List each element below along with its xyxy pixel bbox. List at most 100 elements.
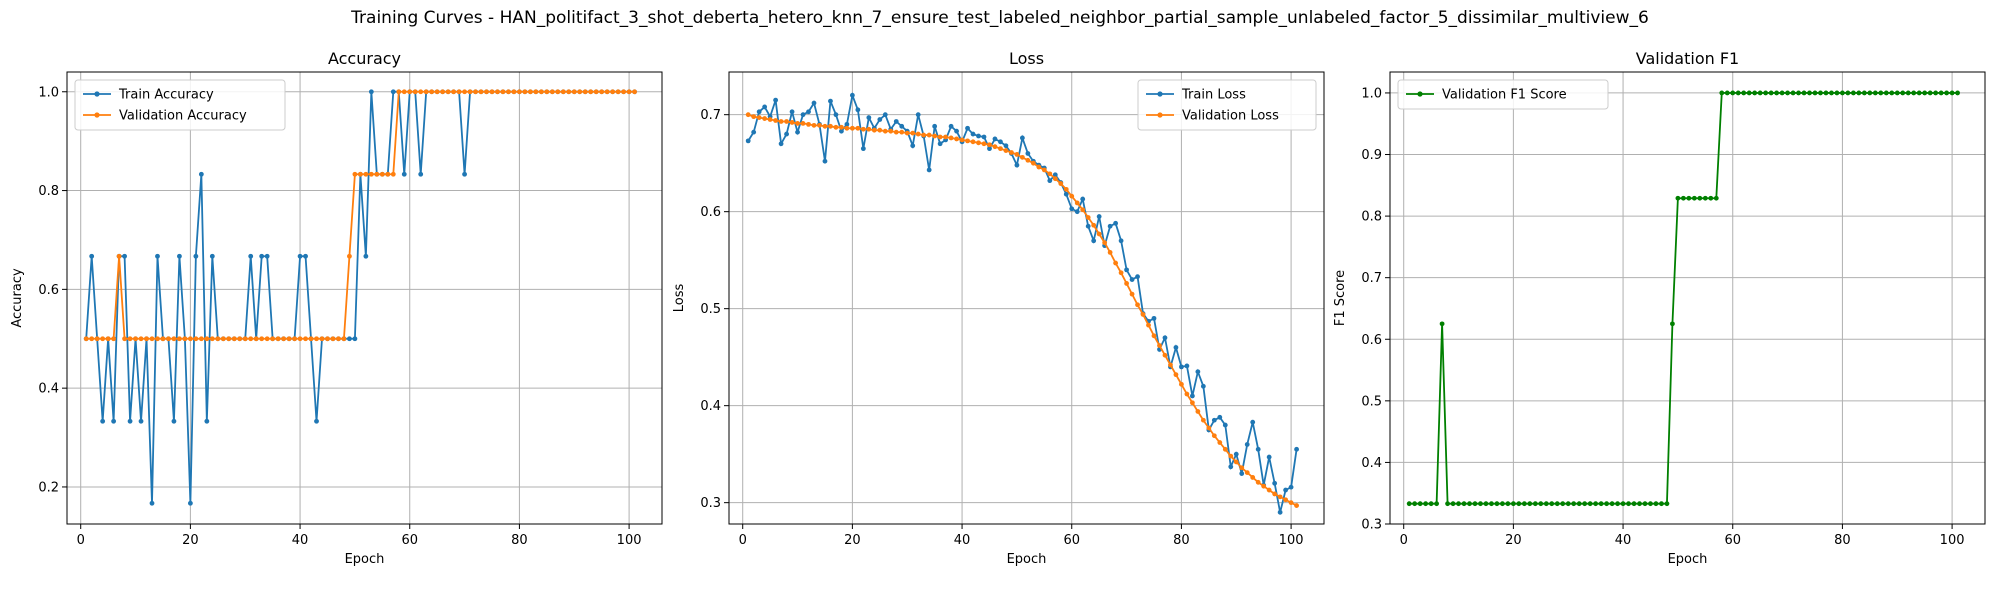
data-point	[1434, 501, 1440, 507]
data-point	[484, 89, 489, 95]
data-point	[1294, 503, 1299, 508]
data-point	[1058, 181, 1064, 186]
data-point	[811, 100, 817, 106]
data-point	[1019, 154, 1025, 160]
data-point	[789, 120, 795, 125]
data-point	[1074, 209, 1080, 215]
data-point	[122, 336, 127, 342]
subplot-2: 0 20 40 60 80 100 0.3 0.4 0.5 0.6 0.7 Loss Epoch Loss…	[672, 49, 1325, 567]
plot-frame	[1389, 71, 1986, 525]
data-point	[806, 109, 811, 115]
data-point	[517, 89, 522, 95]
data-point	[177, 336, 182, 342]
data-point	[127, 418, 133, 424]
data-point	[116, 253, 122, 259]
x-tick-label: 40	[1615, 533, 1632, 548]
data-point	[270, 336, 276, 342]
data-point	[604, 89, 610, 95]
data-point	[1807, 90, 1812, 96]
data-point	[495, 89, 500, 95]
y-tick-label: 0.4	[700, 399, 721, 414]
data-point	[1521, 501, 1527, 507]
data-point	[401, 89, 407, 95]
data-point	[899, 129, 905, 135]
data-point	[1124, 267, 1129, 273]
data-point	[138, 418, 144, 424]
data-point	[429, 89, 435, 95]
data-point	[1222, 446, 1228, 452]
data-point	[1047, 178, 1053, 184]
data-point	[149, 500, 155, 506]
data-point	[1283, 487, 1289, 493]
data-point	[390, 89, 396, 95]
data-point	[1708, 195, 1714, 201]
legend-box	[1137, 79, 1317, 131]
data-point	[511, 89, 517, 95]
data-point	[440, 89, 446, 95]
data-point	[954, 128, 959, 134]
data-point	[401, 171, 407, 177]
data-point	[745, 112, 751, 118]
data-point	[1288, 484, 1294, 490]
data-point	[981, 141, 987, 147]
data-point	[1549, 501, 1555, 507]
subplot-title: Loss	[1009, 49, 1044, 68]
data-point	[1211, 433, 1217, 439]
x-tick-label: 0	[1400, 533, 1408, 548]
data-point	[209, 253, 215, 259]
data-point	[1911, 90, 1917, 96]
data-point	[751, 114, 757, 120]
data-point	[1244, 470, 1250, 475]
data-point	[1255, 479, 1261, 485]
x-tick-label: 100	[617, 533, 642, 548]
y-tick-label: 0.6	[1361, 333, 1382, 348]
data-point	[473, 89, 478, 95]
data-point	[915, 131, 921, 137]
data-point	[1085, 223, 1091, 229]
data-point	[1796, 90, 1801, 96]
data-point	[855, 125, 861, 131]
data-point	[462, 89, 467, 95]
data-point	[1140, 312, 1146, 317]
data-point	[160, 336, 166, 342]
data-point	[1670, 321, 1675, 327]
data-point	[1228, 453, 1234, 459]
data-point	[1774, 90, 1780, 96]
data-point	[204, 418, 210, 424]
y-tick-label: 0.7	[1361, 271, 1382, 286]
data-point	[1009, 150, 1014, 155]
data-point	[571, 89, 577, 95]
data-point	[1063, 191, 1069, 197]
data-point	[795, 129, 800, 135]
data-point	[882, 128, 888, 134]
data-point	[756, 109, 762, 115]
data-point	[368, 89, 374, 95]
data-point	[1250, 419, 1256, 425]
data-point	[303, 336, 308, 342]
plot-frame	[728, 71, 1325, 525]
data-point	[198, 171, 204, 177]
data-point	[1277, 494, 1283, 500]
data-point	[1829, 90, 1834, 96]
data-point	[379, 171, 385, 177]
data-point	[1494, 501, 1500, 507]
data-point	[347, 253, 352, 259]
data-point	[1239, 471, 1245, 476]
data-point	[522, 89, 528, 95]
data-point	[1014, 162, 1020, 168]
data-point	[632, 89, 637, 95]
data-point	[204, 336, 210, 342]
data-point	[992, 144, 998, 150]
data-point	[1933, 90, 1939, 96]
legend: Validation F1 Score	[1397, 79, 1609, 110]
x-tick-label: 20	[844, 533, 861, 548]
data-point	[1576, 501, 1582, 507]
data-point	[811, 122, 817, 128]
data-point	[1472, 501, 1478, 507]
data-point	[1255, 446, 1261, 452]
data-point	[1741, 90, 1747, 96]
x-tick-label: 100	[1940, 533, 1965, 548]
y-tick-label: 0.3	[1361, 518, 1382, 533]
data-point	[998, 146, 1003, 152]
data-point	[1019, 135, 1025, 141]
